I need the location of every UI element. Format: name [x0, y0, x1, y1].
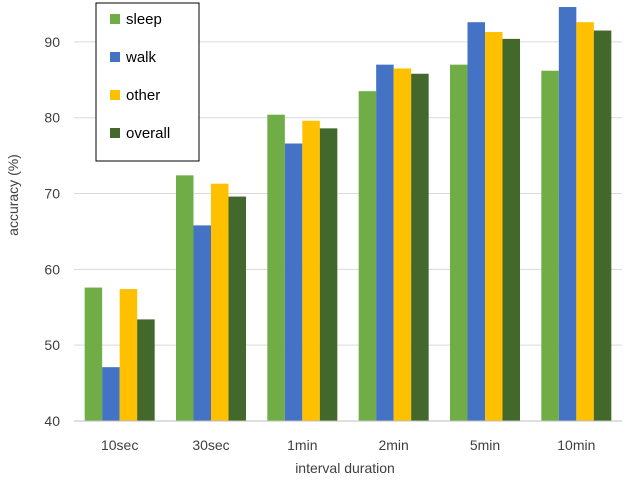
- y-tick-label: 70: [44, 186, 60, 202]
- bar-overall: [228, 196, 246, 421]
- bar-other: [302, 120, 320, 421]
- y-tick-label: 90: [44, 34, 60, 50]
- x-tick-label: 10min: [557, 437, 595, 453]
- bar-sleep: [450, 64, 468, 422]
- bar-other: [119, 289, 138, 421]
- bar-walk: [102, 367, 120, 421]
- legend-swatch-overall: [110, 128, 120, 138]
- bar-sleep: [84, 287, 103, 421]
- bar-walk: [558, 7, 577, 422]
- x-tick-label: 2min: [378, 437, 408, 453]
- bar-walk: [467, 22, 485, 422]
- legend-label-other: other: [126, 87, 160, 104]
- x-axis-title: interval duration: [295, 460, 395, 476]
- legend-swatch-other: [110, 90, 120, 100]
- bar-sleep: [176, 175, 194, 421]
- x-tick-label: 1min: [287, 437, 317, 453]
- bar-walk: [376, 64, 394, 422]
- y-tick-label: 80: [44, 110, 60, 126]
- y-tick-label: 40: [44, 413, 60, 429]
- bar-overall: [137, 319, 155, 421]
- x-tick-label: 5min: [470, 437, 500, 453]
- bar-overall: [319, 128, 338, 422]
- bar-walk: [284, 143, 303, 422]
- bar-sleep: [267, 114, 285, 421]
- bar-overall: [502, 38, 520, 421]
- bar-other: [211, 183, 229, 421]
- bar-other: [485, 32, 503, 421]
- bar-overall: [593, 30, 612, 421]
- y-axis-title: accuracy (%): [5, 154, 21, 236]
- y-tick-label: 50: [44, 337, 60, 353]
- legend: sleep walk other overall: [95, 2, 200, 162]
- x-tick-label: 30sec: [192, 437, 229, 453]
- bar-overall: [411, 73, 429, 422]
- axes: 40 50 60 70 80 90 10sec 30sec 1min 2min 5min 10min: [44, 34, 622, 453]
- legend-label-overall: overall: [126, 125, 170, 142]
- bars: [84, 7, 612, 422]
- legend-label-walk: walk: [125, 49, 157, 66]
- bar-sleep: [358, 91, 377, 421]
- y-tick-label: 60: [44, 261, 60, 277]
- bar-other: [393, 68, 412, 421]
- legend-swatch-sleep: [110, 14, 120, 24]
- x-tick-label: 10sec: [101, 437, 138, 453]
- bar-other: [576, 22, 594, 422]
- bar-sleep: [541, 70, 559, 421]
- legend-swatch-walk: [110, 52, 120, 62]
- bar-walk: [193, 225, 211, 421]
- legend-label-sleep: sleep: [126, 11, 162, 28]
